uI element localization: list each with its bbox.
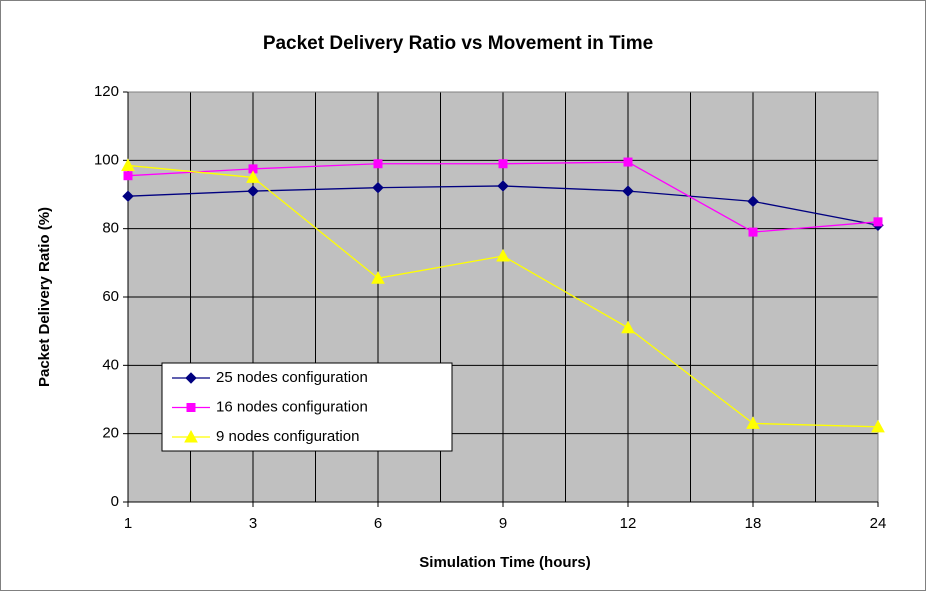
y-tick-label: 0 [111,493,119,510]
data-point [871,419,885,433]
legend-label: 16 nodes configuration [216,398,368,415]
x-tick-label: 3 [249,515,257,532]
data-point [123,171,133,181]
data-point [122,190,134,202]
data-point [498,159,508,169]
data-point [371,271,385,284]
legend-marker [184,429,198,443]
data-point [622,185,634,197]
data-point [746,416,760,429]
legend-label: 9 nodes configuration [216,428,359,445]
legend-marker [185,372,197,384]
x-axis-title: Simulation Time (hours) [419,554,590,571]
y-tick-label: 120 [94,83,119,100]
x-tick-label: 12 [620,515,637,532]
data-point [372,181,384,194]
legend-label: 25 nodes configuration [216,369,368,386]
y-tick-label: 100 [94,151,119,168]
y-tick-label: 20 [102,425,119,442]
data-point [623,157,633,167]
x-tick-label: 9 [499,515,507,532]
data-point [748,227,758,237]
data-point [373,159,383,169]
x-tick-label: 6 [374,515,382,532]
chart-title: Packet Delivery Ratio vs Movement in Tim… [263,33,653,54]
y-tick-label: 40 [102,356,119,373]
data-point [621,320,635,334]
x-tick-label: 24 [870,515,887,532]
data-point [497,180,509,192]
y-tick-label: 60 [102,288,119,305]
data-point [247,185,259,197]
data-point [747,195,759,208]
x-tick-label: 1 [124,515,132,532]
y-axis-title: Packet Delivery Ratio (%) [36,207,53,387]
legend-box [161,362,453,452]
legend-marker [186,403,196,412]
data-point [121,158,135,171]
data-point [873,217,883,227]
y-tick-label: 80 [102,220,119,237]
x-tick-label: 18 [745,515,762,532]
data-point [246,170,260,183]
data-point [496,248,510,262]
